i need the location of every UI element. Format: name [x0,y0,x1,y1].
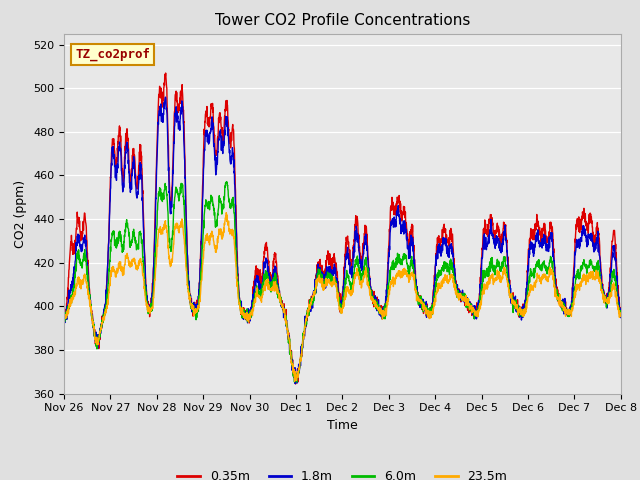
1.8m [60,313,68,319]
Line: 23.5m: 23.5m [64,213,621,381]
6.0m [137,231,145,237]
23.5m [617,312,625,318]
Legend: 0.35m, 1.8m, 6.0m, 23.5m: 0.35m, 1.8m, 6.0m, 23.5m [172,465,513,480]
6.0m [76,252,83,258]
1.8m [137,167,145,172]
0.35m [60,314,68,320]
1.8m [76,240,83,245]
23.5m [314,278,321,284]
0.35m [121,144,129,149]
0.35m [617,311,625,317]
1.8m [314,271,321,277]
0.35m [292,381,300,387]
1.8m [291,381,299,386]
23.5m [137,255,145,261]
Y-axis label: CO2 (ppm): CO2 (ppm) [15,180,28,248]
0.35m [162,70,170,76]
6.0m [103,294,111,300]
0.35m [532,221,540,227]
6.0m [223,179,230,184]
6.0m [314,276,321,281]
0.35m [76,224,83,230]
6.0m [121,229,129,235]
Title: Tower CO2 Profile Concentrations: Tower CO2 Profile Concentrations [214,13,470,28]
0.35m [137,142,145,148]
0.35m [314,267,321,273]
X-axis label: Time: Time [327,419,358,432]
23.5m [76,275,83,281]
Line: 0.35m: 0.35m [64,73,621,384]
Line: 1.8m: 1.8m [64,97,621,384]
23.5m [121,261,129,267]
Text: TZ_co2prof: TZ_co2prof [75,48,150,61]
1.8m [532,237,540,243]
1.8m [103,275,111,280]
6.0m [60,316,68,322]
6.0m [293,379,301,385]
Line: 6.0m: 6.0m [64,181,621,382]
6.0m [532,261,540,267]
23.5m [103,305,111,311]
23.5m [60,315,68,321]
23.5m [291,378,298,384]
23.5m [222,210,230,216]
1.8m [617,314,625,320]
1.8m [161,94,169,100]
23.5m [532,278,540,284]
0.35m [103,278,111,284]
6.0m [617,311,625,316]
1.8m [121,157,129,163]
